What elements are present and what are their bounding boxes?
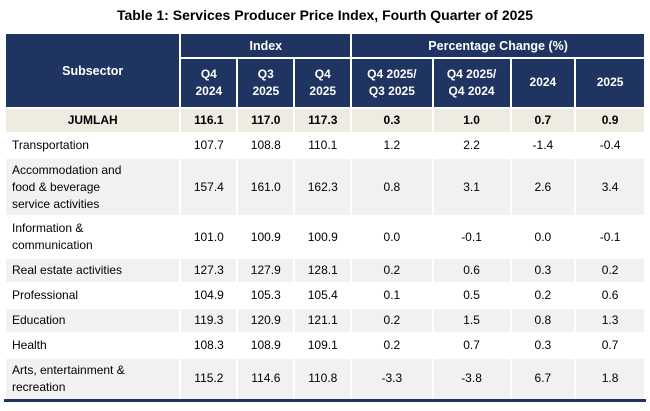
header-q3-2025: Q3 2025 [236,57,296,109]
table-row-arts-entertainment-recreation: Arts, entertainment & recreation 115.2 1… [3,356,646,402]
table-row-information-communication: Information & communication 101.0 100.9 … [3,215,646,259]
header-index-group: Index [179,32,353,59]
value-cell: -0.4 [574,132,646,159]
header-2024: 2024 [509,57,577,109]
table-row-professional: Professional 104.9 105.3 105.4 0.1 0.5 0… [3,281,646,309]
subsector-cell: Professional [3,281,182,309]
value-cell: 0.2 [509,281,577,309]
value-cell: 0.5 [431,281,512,309]
value-cell: 108.8 [236,132,296,159]
value-cell: 108.3 [179,331,239,359]
value-cell: 0.1 [350,281,434,309]
value-cell: 3.1 [431,156,512,218]
header-sub-row: Q4 2024 Q3 2025 Q4 2025 Q4 2025/ Q3 2025… [5,57,646,109]
subsector-cell: Real estate activities [3,256,182,284]
value-cell: 0.7 [574,331,646,359]
value-cell: 120.9 [236,306,296,334]
value-cell: 0.8 [509,306,577,334]
value-cell: 2.2 [431,132,512,159]
value-cell: 127.9 [236,256,296,284]
header-q4-2025-vs-q4-2024: Q4 2025/ Q4 2024 [431,57,512,109]
value-cell: 0.7 [509,107,577,134]
subsector-cell: Information & communication [3,215,182,259]
subsector-cell: Transportation [3,132,182,159]
value-cell: 0.8 [350,156,434,218]
value-cell: 1.0 [431,107,512,134]
subsector-cell: Education [3,306,182,334]
header-q4-2025: Q4 2025 [293,57,353,109]
value-cell: -0.1 [431,215,512,259]
value-cell: 0.2 [350,306,434,334]
table-row-jumlah: JUMLAH 116.1 117.0 117.3 0.3 1.0 0.7 0.9 [3,107,646,134]
value-cell: 0.6 [431,256,512,284]
value-cell: 0.3 [509,331,577,359]
value-cell: 157.4 [179,156,239,218]
value-cell: 115.2 [179,356,239,402]
value-cell: 119.3 [179,306,239,334]
table-row-health: Health 108.3 108.9 109.1 0.2 0.7 0.3 0.7 [3,331,646,359]
services-ppi-table: Subsector Index Percentage Change (%) Q4… [3,32,646,402]
header-percentage-change-group: Percentage Change (%) [350,32,646,59]
value-cell: 105.3 [236,281,296,309]
value-cell: -0.1 [574,215,646,259]
value-cell: -3.3 [350,356,434,402]
value-cell: 104.9 [179,281,239,309]
value-cell: 121.1 [293,306,353,334]
table-header: Subsector Index Percentage Change (%) Q4… [3,32,646,109]
table-row-accommodation-food-beverage: Accommodation and food & beverage servic… [3,156,646,218]
value-cell: 162.3 [293,156,353,218]
value-cell: 107.7 [179,132,239,159]
header-group-row: Subsector Index Percentage Change (%) [3,32,646,109]
header-q4-2024: Q4 2024 [179,57,239,109]
value-cell: 0.6 [574,281,646,309]
value-cell: 161.0 [236,156,296,218]
value-cell: 109.1 [293,331,353,359]
table-row-transportation: Transportation 107.7 108.8 110.1 1.2 2.2… [3,132,646,159]
subsector-cell: Arts, entertainment & recreation [3,356,182,402]
value-cell: 0.0 [509,215,577,259]
value-cell: 101.0 [179,215,239,259]
value-cell: 110.8 [293,356,353,402]
value-cell: 0.2 [350,256,434,284]
value-cell: 0.9 [574,107,646,134]
value-cell: 1.2 [350,132,434,159]
value-cell: 6.7 [509,356,577,402]
value-cell: 2.6 [509,156,577,218]
value-cell: -3.8 [431,356,512,402]
value-cell: 105.4 [293,281,353,309]
value-cell: 100.9 [293,215,353,259]
value-cell: 1.8 [574,356,646,402]
value-cell: 117.0 [236,107,296,134]
header-subsector: Subsector [3,32,182,109]
value-cell: 128.1 [293,256,353,284]
value-cell: 0.2 [574,256,646,284]
table-row-real-estate: Real estate activities 127.3 127.9 128.1… [3,256,646,284]
header-2025: 2025 [574,57,646,109]
value-cell: 116.1 [179,107,239,134]
subsector-cell: Health [3,331,182,359]
value-cell: 3.4 [574,156,646,218]
page: Table 1: Services Producer Price Index, … [3,7,646,402]
value-cell: -1.4 [509,132,577,159]
value-cell: 114.6 [236,356,296,402]
table-title: Table 1: Services Producer Price Index, … [116,7,533,23]
value-cell: 0.3 [509,256,577,284]
value-cell: 1.5 [431,306,512,334]
subsector-cell: Accommodation and food & beverage servic… [3,156,182,218]
value-cell: 0.0 [350,215,434,259]
value-cell: 117.3 [293,107,353,134]
header-q4-2025-vs-q3-2025: Q4 2025/ Q3 2025 [350,57,434,109]
value-cell: 0.2 [350,331,434,359]
subsector-cell: JUMLAH [3,107,182,134]
value-cell: 1.3 [574,306,646,334]
value-cell: 0.7 [431,331,512,359]
table-body: JUMLAH 116.1 117.0 117.3 0.3 1.0 0.7 0.9… [3,107,646,402]
value-cell: 110.1 [293,132,353,159]
value-cell: 127.3 [179,256,239,284]
value-cell: 100.9 [236,215,296,259]
value-cell: 108.9 [236,331,296,359]
table-row-education: Education 119.3 120.9 121.1 0.2 1.5 0.8 … [3,306,646,334]
value-cell: 0.3 [350,107,434,134]
